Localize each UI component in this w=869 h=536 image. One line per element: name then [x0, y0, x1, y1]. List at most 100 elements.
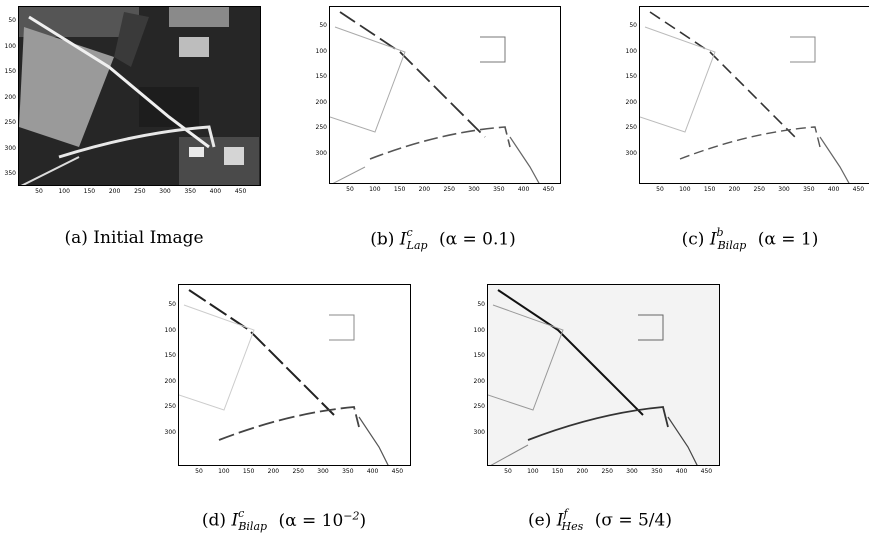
caption-c: (c) IbBilap (α = 1) — [682, 226, 819, 253]
caption-b-sup: c — [406, 226, 413, 239]
caption-c-sup: b — [716, 226, 724, 239]
y-tick-label: 250 — [625, 124, 637, 131]
edge-image-b — [330, 11, 540, 183]
y-tick-label: 50 — [629, 22, 637, 29]
x-tick-label: 100 — [679, 186, 691, 193]
x-tick-label: 450 — [391, 468, 404, 475]
x-tick-label: 50 — [35, 188, 43, 195]
caption-b-sub: Lap — [406, 239, 428, 253]
x-tick-label: 350 — [184, 188, 196, 195]
x-tick-label: 350 — [342, 468, 354, 475]
image-frame-e — [487, 284, 720, 466]
y-tick-label: 250 — [4, 119, 16, 126]
y-tick-label: 100 — [473, 326, 485, 334]
x-tick-label: 450 — [852, 186, 865, 193]
x-tick-label: 150 — [242, 468, 255, 475]
y-tick-label: 50 — [168, 301, 176, 308]
x-tick-label: 350 — [493, 186, 505, 193]
x-tick-label: 200 — [576, 468, 589, 475]
caption-b: (b) IcLap (α = 0.1) — [370, 226, 516, 253]
caption-e-symbol: I — [556, 510, 564, 531]
edge-image-c — [640, 11, 850, 183]
x-tick-label: 250 — [134, 188, 146, 195]
caption-c-sub: Bilap — [717, 239, 747, 253]
x-tick-label: 200 — [108, 188, 121, 195]
x-tick-label: 100 — [527, 468, 539, 475]
edge-image-e — [488, 285, 719, 465]
x-tick-label: 150 — [393, 186, 406, 193]
caption-d-param-exp: −2 — [343, 509, 360, 522]
caption-a-text: Initial Image — [93, 228, 204, 248]
x-tick-label: 50 — [195, 468, 203, 475]
y-tick-label: 300 — [4, 144, 16, 152]
y-tick-label: 200 — [473, 377, 485, 385]
x-tick-label: 250 — [443, 186, 455, 193]
y-tick-label: 150 — [164, 352, 176, 359]
caption-d-prefix: (d) — [201, 510, 227, 531]
x-tick-label: 400 — [827, 186, 840, 193]
image-frame-a — [18, 6, 261, 186]
y-tick-label: 150 — [625, 73, 637, 80]
x-tick-label: 400 — [366, 468, 379, 475]
x-tick-label: 400 — [675, 468, 688, 475]
y-tick-label: 100 — [315, 47, 327, 55]
x-tick-label: 50 — [656, 186, 664, 193]
y-tick-label: 250 — [164, 403, 176, 410]
caption-c-param: (α = 1) — [757, 229, 819, 250]
y-tick-label: 300 — [473, 428, 485, 436]
y-tick-label: 100 — [625, 47, 637, 55]
caption-c-symbol: I — [709, 229, 717, 250]
x-tick-label: 150 — [703, 186, 716, 193]
image-frame-b — [329, 6, 561, 184]
caption-d-param: (α = 10−2) — [278, 509, 367, 531]
y-tick-label: 300 — [164, 428, 176, 436]
y-tick-label: 300 — [315, 149, 327, 157]
x-tick-label: 300 — [778, 186, 790, 193]
x-tick-label: 100 — [369, 186, 381, 193]
y-tick-label: 50 — [8, 17, 16, 24]
y-tick-label: 50 — [477, 301, 485, 308]
caption-b-symbol: I — [399, 229, 407, 250]
x-tick-label: 200 — [418, 186, 431, 193]
caption-d-param-end: ) — [359, 510, 367, 531]
aerial-image-a — [19, 7, 260, 185]
y-tick-label: 250 — [315, 124, 327, 131]
x-tick-label: 450 — [542, 186, 555, 193]
y-tick-label: 250 — [473, 403, 485, 410]
x-tick-label: 250 — [292, 468, 304, 475]
x-tick-label: 100 — [218, 468, 230, 475]
caption-d-param-base: (α = 10 — [278, 510, 344, 531]
y-tick-label: 200 — [164, 377, 176, 385]
y-tick-label: 150 — [315, 73, 327, 80]
caption-e-sub: Hes — [561, 520, 584, 534]
x-tick-label: 450 — [234, 188, 247, 195]
y-tick-label: 150 — [4, 68, 16, 75]
x-tick-label: 250 — [753, 186, 765, 193]
x-tick-label: 450 — [700, 468, 713, 475]
x-tick-label: 350 — [803, 186, 815, 193]
caption-d: (d) IcBilap (α = 10−2) — [201, 507, 367, 534]
y-tick-label: 200 — [625, 98, 637, 106]
caption-a-prefix: (a) — [64, 228, 88, 248]
x-tick-label: 50 — [346, 186, 354, 193]
caption-e-param: (σ = 5/4) — [594, 510, 672, 531]
y-tick-label: 200 — [4, 93, 16, 101]
y-tick-label: 150 — [473, 352, 485, 359]
y-tick-label: 200 — [315, 98, 327, 106]
image-frame-d — [178, 284, 411, 466]
caption-d-sub: Bilap — [238, 520, 268, 534]
y-tick-label: 100 — [164, 326, 176, 334]
y-tick-label: 100 — [4, 42, 16, 50]
x-tick-label: 350 — [651, 468, 663, 475]
x-tick-label: 150 — [551, 468, 564, 475]
caption-b-prefix: (b) — [370, 229, 395, 250]
caption-d-sup: c — [238, 507, 245, 520]
x-tick-label: 150 — [83, 188, 96, 195]
x-tick-label: 300 — [626, 468, 638, 475]
x-tick-label: 200 — [728, 186, 741, 193]
image-frame-c — [639, 6, 869, 184]
x-tick-label: 300 — [159, 188, 171, 195]
y-tick-label: 50 — [319, 22, 327, 29]
x-tick-label: 400 — [517, 186, 530, 193]
x-tick-label: 200 — [267, 468, 280, 475]
